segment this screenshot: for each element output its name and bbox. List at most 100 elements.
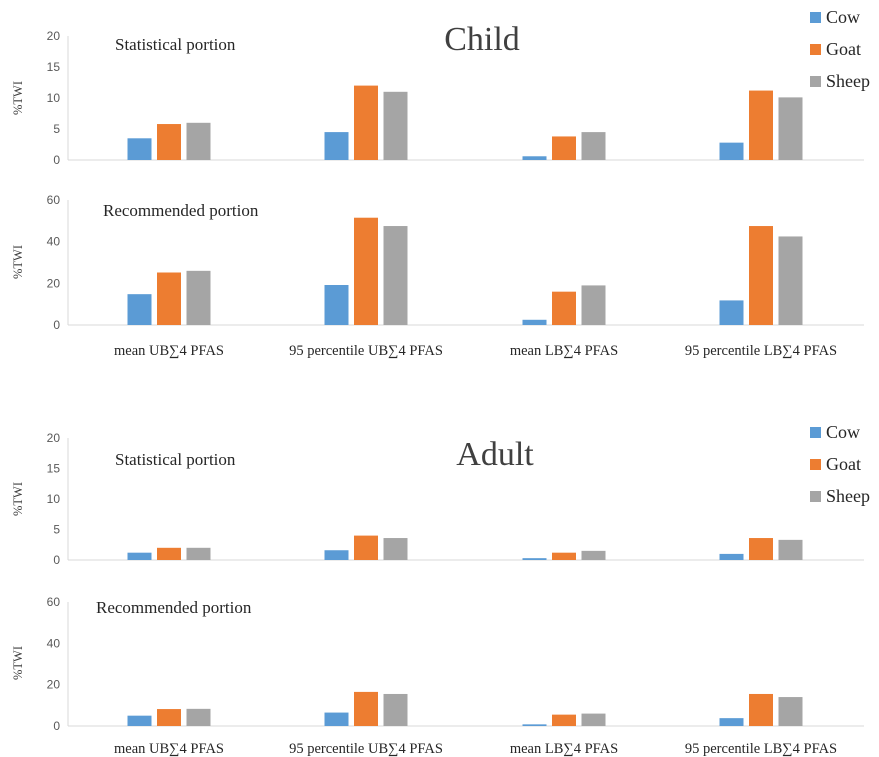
bar-cow-4 <box>719 300 744 325</box>
bar-cow-1 <box>127 715 152 726</box>
bar-goat-1 <box>157 547 181 560</box>
bar-cow-2 <box>324 285 349 325</box>
chart-panel-1: 0 5 10 15 20 %TWI Statistical portion Child Cow G… <box>11 7 870 167</box>
panel-annotation: Statistical portion <box>115 450 236 469</box>
bar-cow-3 <box>522 156 547 160</box>
y-tick-label: 20 <box>47 678 61 692</box>
bar-cow-2 <box>324 132 349 160</box>
x-tick-label: 95 percentile LB∑4 PFAS <box>685 343 837 359</box>
bar-sheep-1 <box>186 270 211 325</box>
bar-goat-1 <box>157 709 181 726</box>
y-tick-label: 0 <box>53 153 60 167</box>
legend-label-cow: Cow <box>826 7 860 27</box>
bar-goat-1 <box>157 124 181 160</box>
y-tick-label: 60 <box>47 595 61 609</box>
x-tick-label: mean UB∑4 PFAS <box>114 741 224 757</box>
bar-goat-2 <box>354 217 378 325</box>
y-tick-label: 20 <box>47 431 61 445</box>
bar-goat-3 <box>552 714 576 726</box>
y-tick-label: 0 <box>53 553 60 567</box>
chart-panel-4: 0 20 40 60 %TWI Recommended portion mean UB∑4 … <box>11 595 864 757</box>
legend-label-sheep: Sheep <box>826 71 870 91</box>
bar-goat-4 <box>749 226 773 325</box>
bar-cow-4 <box>719 142 744 160</box>
y-tick-label: 20 <box>47 29 61 43</box>
bar-sheep-1 <box>186 122 211 160</box>
y-axis-label: %TWI <box>11 81 25 115</box>
bar-goat-2 <box>354 691 378 726</box>
y-tick-label: 40 <box>47 235 61 249</box>
bar-sheep-4 <box>778 97 803 160</box>
x-tick-label: 95 percentile UB∑4 PFAS <box>289 741 443 757</box>
y-tick-label: 10 <box>47 492 61 506</box>
y-tick-label: 0 <box>53 719 60 733</box>
y-axis-label: %TWI <box>11 646 25 680</box>
bar-goat-1 <box>157 272 181 325</box>
bar-goat-2 <box>354 85 378 160</box>
bar-cow-1 <box>127 552 152 560</box>
y-axis-label: %TWI <box>11 245 25 279</box>
chart-panel-3: 0 5 10 15 20 %TWI Statistical portion Adult Cow G… <box>11 422 870 567</box>
chart-panel-2: 0 20 40 60 %TWI Recommended portion mean UB∑4 … <box>11 193 864 359</box>
x-tick-label: 95 percentile LB∑4 PFAS <box>685 741 837 757</box>
chart-title: Adult <box>456 436 534 473</box>
legend-swatch-sheep <box>810 491 821 502</box>
bar-sheep-4 <box>778 697 803 726</box>
bar-sheep-2 <box>383 91 408 160</box>
bar-sheep-4 <box>778 539 803 560</box>
bar-goat-4 <box>749 538 773 560</box>
bar-sheep-2 <box>383 693 408 726</box>
panel-annotation: Recommended portion <box>96 598 252 617</box>
x-tick-label: 95 percentile UB∑4 PFAS <box>289 343 443 359</box>
y-tick-label: 10 <box>47 91 61 105</box>
y-tick-label: 40 <box>47 636 61 650</box>
bar-cow-4 <box>719 718 744 726</box>
bar-cow-3 <box>522 319 547 325</box>
legend-label-goat: Goat <box>826 454 861 474</box>
panel-annotation: Statistical portion <box>115 35 236 54</box>
bar-sheep-3 <box>581 285 606 325</box>
x-tick-label: mean LB∑4 PFAS <box>510 741 618 757</box>
legend-label-goat: Goat <box>826 39 861 59</box>
bar-sheep-4 <box>778 236 803 325</box>
x-tick-label: mean LB∑4 PFAS <box>510 343 618 359</box>
chart-title: Child <box>444 21 520 58</box>
bar-cow-2 <box>324 712 349 726</box>
bar-sheep-1 <box>186 547 211 560</box>
legend-swatch-sheep <box>810 76 821 87</box>
bar-cow-3 <box>522 558 547 560</box>
bar-goat-4 <box>749 90 773 160</box>
bar-goat-2 <box>354 535 378 560</box>
bar-cow-1 <box>127 294 152 325</box>
x-tick-label: mean UB∑4 PFAS <box>114 343 224 359</box>
bar-goat-3 <box>552 291 576 325</box>
bar-goat-3 <box>552 552 576 560</box>
y-axis-label: %TWI <box>11 482 25 516</box>
bar-sheep-2 <box>383 538 408 560</box>
bar-cow-2 <box>324 550 349 560</box>
legend-swatch-goat <box>810 459 821 470</box>
y-tick-label: 0 <box>53 318 60 332</box>
bar-sheep-3 <box>581 550 606 560</box>
legend-swatch-cow <box>810 12 821 23</box>
bar-sheep-1 <box>186 708 211 726</box>
y-tick-label: 15 <box>47 60 61 74</box>
legend-label-sheep: Sheep <box>826 486 870 506</box>
y-tick-label: 5 <box>53 523 60 537</box>
panel-annotation: Recommended portion <box>103 201 259 220</box>
y-tick-label: 5 <box>53 122 60 136</box>
y-tick-label: 15 <box>47 462 61 476</box>
bar-goat-4 <box>749 693 773 726</box>
bar-cow-4 <box>719 553 744 560</box>
bar-sheep-3 <box>581 132 606 160</box>
legend-swatch-cow <box>810 427 821 438</box>
legend-swatch-goat <box>810 44 821 55</box>
bar-goat-3 <box>552 136 576 160</box>
bar-cow-1 <box>127 138 152 160</box>
bar-cow-3 <box>522 724 547 726</box>
bar-sheep-3 <box>581 713 606 726</box>
y-tick-label: 20 <box>47 276 61 290</box>
bar-sheep-2 <box>383 226 408 325</box>
legend-label-cow: Cow <box>826 422 860 442</box>
